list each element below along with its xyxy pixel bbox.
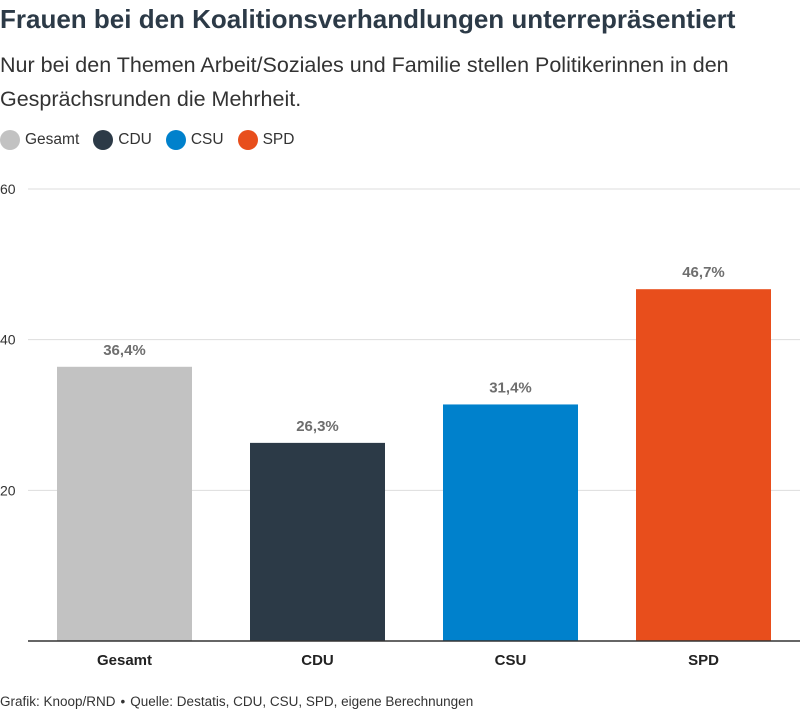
bar-chart: 20 40 60 36,4% Gesamt 26,3% CDU 31,4% CSU 46,7% SP…: [0, 181, 800, 669]
legend-label-spd: SPD: [262, 131, 295, 148]
y-tick-label-40: 40: [0, 332, 16, 348]
footer-credit: Grafik: Knoop/RND: [0, 694, 116, 709]
legend-item-cdu: CDU: [93, 130, 152, 150]
bar-cdu: [250, 442, 385, 641]
data-label-gesamt: 36,4%: [103, 342, 146, 359]
legend-label-csu: CSU: [190, 131, 224, 148]
data-label-spd: 46,7%: [682, 264, 725, 281]
legend-label-gesamt: Gesamt: [25, 131, 80, 148]
bar-gesamt: [57, 366, 192, 641]
x-tick-label-spd: SPD: [688, 652, 719, 669]
x-tick-label-cdu: CDU: [301, 652, 334, 669]
footer-separator: •: [120, 694, 126, 709]
bar-spd: [636, 289, 771, 641]
x-tick-label-gesamt: Gesamt: [97, 652, 152, 669]
data-label-csu: 31,4%: [489, 379, 532, 396]
legend-swatch-gesamt: [0, 130, 20, 150]
x-tick-label-csu: CSU: [495, 652, 527, 669]
legend-swatch-csu: [165, 130, 186, 150]
legend: Gesamt CDU CSU SPD: [0, 129, 308, 151]
data-label-cdu: 26,3%: [296, 418, 339, 435]
y-tick-label-60: 60: [0, 181, 16, 197]
footer: Grafik: Knoop/RND • Quelle: Destatis, CDU,…: [0, 694, 473, 709]
legend-swatch-cdu: [93, 130, 114, 150]
legend-item-csu: CSU: [165, 130, 224, 150]
y-tick-label-20: 20: [0, 482, 16, 498]
chart-title: Frauen bei den Koalitionsverhandlungen u…: [0, 4, 736, 34]
legend-swatch-spd: [237, 130, 258, 150]
bar-csu: [443, 404, 578, 641]
legend-label-cdu: CDU: [118, 131, 152, 148]
footer-source: Quelle: Destatis, CDU, CSU, SPD, eigene …: [130, 694, 474, 709]
legend-item-spd: SPD: [237, 130, 295, 150]
chart-subtitle: Nur bei den Themen Arbeit/Soziales und F…: [0, 53, 729, 111]
legend-item-gesamt: Gesamt: [0, 130, 79, 150]
